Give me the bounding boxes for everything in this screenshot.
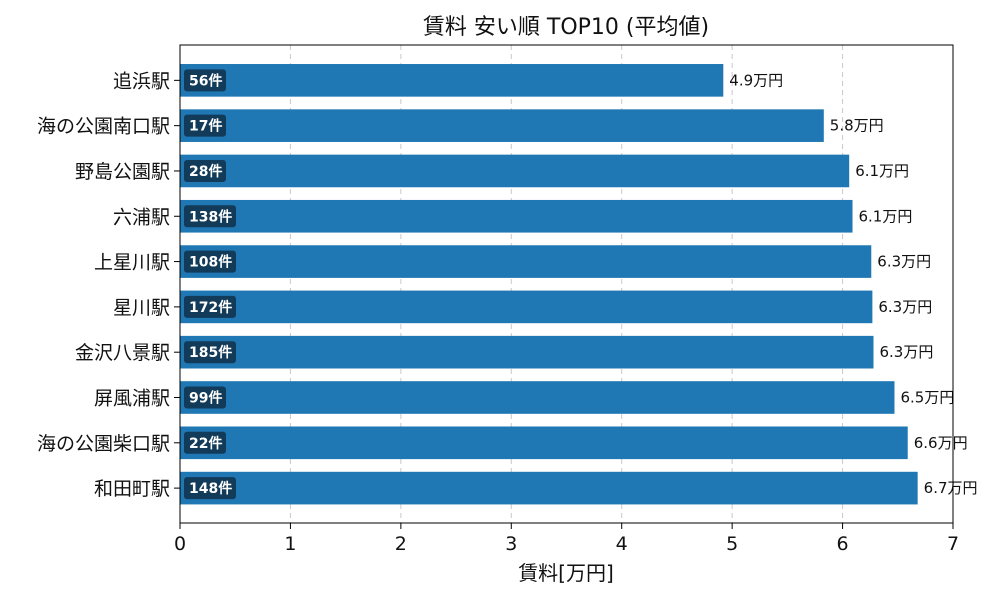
count-badge-text: 22件	[189, 435, 222, 452]
bar	[180, 199, 853, 233]
count-badge-text: 148件	[189, 480, 232, 497]
chart-title: 賃料 安い順 TOP10 (平均値)	[423, 15, 709, 40]
bar	[180, 109, 824, 142]
count-badge	[184, 431, 226, 454]
value-label: 6.6万円	[914, 434, 968, 452]
count-badge	[184, 386, 226, 409]
y-tick-label: 星川駅	[113, 297, 170, 319]
value-label: 5.8万円	[830, 117, 884, 135]
value-label: 6.1万円	[855, 162, 909, 180]
value-label: 6.3万円	[879, 343, 933, 361]
count-badge	[184, 250, 236, 273]
x-tick-label: 7	[947, 533, 959, 555]
y-tick-label: 追浜駅	[113, 70, 170, 92]
y-tick-label: 海の公園柴口駅	[37, 433, 170, 455]
count-badge-text: 28件	[189, 163, 222, 180]
value-label: 6.3万円	[878, 298, 932, 316]
y-tick-label: 海の公園南口駅	[37, 116, 170, 138]
x-tick-label: 3	[505, 533, 517, 555]
y-tick-label: 野島公園駅	[75, 161, 170, 183]
bar	[180, 381, 895, 414]
axis-ticks: 0 1 2 3 4 5 6 7 追浜駅海の公園南口駅野島公園駅六浦駅上星川駅星川駅金沢八景駅屏風…	[37, 70, 959, 555]
x-tick-label: 6	[837, 533, 849, 555]
count-badge-text: 17件	[189, 118, 222, 135]
value-label: 6.1万円	[859, 207, 913, 225]
x-axis-label: 賃料[万円]	[518, 561, 614, 585]
count-badge	[184, 205, 236, 228]
count-badge	[184, 477, 236, 500]
count-badge-text: 185件	[189, 344, 232, 361]
count-badge-text: 172件	[189, 299, 232, 316]
count-badge	[184, 159, 226, 182]
value-label: 4.9万円	[729, 71, 783, 89]
count-badge	[184, 114, 226, 137]
plot-frame	[179, 44, 954, 524]
count-badge-text: 56件	[189, 72, 222, 89]
bars: 56件 4.9万円 17件 5.8万円 28件 6.1万円 138件 6.1万円 108件 6.3…	[180, 64, 978, 505]
count-badge	[184, 341, 236, 364]
value-label: 6.3万円	[877, 253, 931, 271]
count-badge-text: 138件	[189, 208, 232, 225]
bar	[180, 471, 918, 505]
value-label: 6.7万円	[924, 479, 978, 497]
x-tick-label: 4	[616, 533, 628, 555]
x-tick-label: 2	[395, 533, 407, 555]
bar	[180, 245, 872, 278]
y-tick-label: 上星川駅	[94, 252, 170, 274]
bar	[180, 154, 850, 188]
count-badge	[184, 295, 236, 318]
bar	[180, 290, 873, 324]
count-badge	[184, 69, 226, 92]
y-tick-label: 六浦駅	[113, 206, 170, 228]
count-badge-text: 99件	[189, 389, 222, 406]
bar	[180, 335, 874, 369]
value-label: 6.5万円	[900, 388, 954, 406]
bar	[180, 426, 908, 460]
count-badge-text: 108件	[189, 254, 232, 271]
y-tick-label: 金沢八景駅	[75, 342, 170, 364]
y-tick-label: 屏風浦駅	[94, 387, 170, 409]
x-tick-label: 5	[726, 533, 738, 555]
x-tick-label: 0	[174, 533, 186, 555]
y-tick-label: 和田町駅	[94, 478, 170, 500]
x-tick-label: 1	[284, 533, 296, 555]
bar	[180, 64, 724, 97]
